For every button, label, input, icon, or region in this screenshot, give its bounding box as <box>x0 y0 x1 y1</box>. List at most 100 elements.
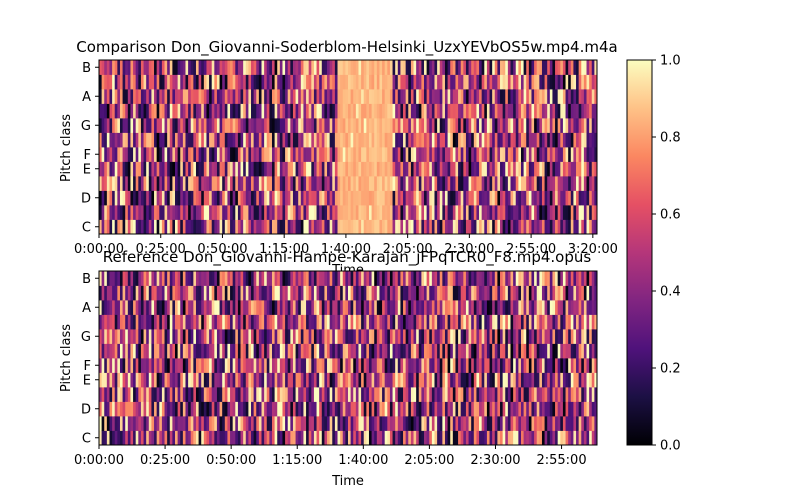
heatmap-cell <box>251 161 255 177</box>
heatmap-cell <box>573 358 577 373</box>
heatmap-cell <box>303 147 307 162</box>
heatmap-cell <box>319 416 323 431</box>
heatmap-cell <box>175 372 179 388</box>
heatmap-cell <box>140 358 144 373</box>
heatmap-cell <box>148 401 152 417</box>
heatmap-cell <box>442 219 446 235</box>
heatmap-cell <box>253 205 257 220</box>
heatmap-cell <box>450 329 454 344</box>
heatmap-cell <box>368 401 372 417</box>
heatmap-cell <box>560 161 564 177</box>
heatmap-cell <box>271 358 276 373</box>
heatmap-cell <box>127 329 131 344</box>
heatmap-cell <box>235 372 239 388</box>
heatmap-cell <box>180 103 184 119</box>
heatmap-cell <box>500 60 504 75</box>
heatmap-cell <box>465 372 469 388</box>
heatmap-cell <box>316 329 320 344</box>
heatmap-cell <box>345 430 349 446</box>
heatmap-cell <box>552 190 556 206</box>
heatmap-cell <box>99 147 103 162</box>
heatmap-cell <box>578 60 582 75</box>
heatmap-cell <box>583 358 587 373</box>
heatmap-cell <box>311 132 315 148</box>
heatmap-cell <box>424 372 428 388</box>
heatmap-cell <box>368 103 372 119</box>
heatmap-cell <box>353 271 357 286</box>
heatmap-cell <box>568 176 572 191</box>
heatmap-cell <box>452 343 456 359</box>
heatmap-cell <box>494 176 498 191</box>
heatmap-cell <box>127 132 131 148</box>
heatmap-cell <box>271 401 276 417</box>
heatmap-cell <box>371 358 375 373</box>
heatmap-cell <box>489 176 493 191</box>
heatmap-cell <box>292 430 296 446</box>
heatmap-cell <box>573 103 577 119</box>
heatmap-cell <box>156 416 160 431</box>
heatmap-cell <box>505 372 509 388</box>
heatmap-cell <box>368 343 372 359</box>
heatmap-cell <box>486 74 490 90</box>
heatmap-cell <box>135 147 139 162</box>
heatmap-cell <box>188 60 192 75</box>
heatmap-cell <box>565 430 569 446</box>
heatmap-cell <box>245 118 249 133</box>
heatmap-cell <box>489 161 493 177</box>
heatmap-cell <box>138 176 142 191</box>
heatmap-cell <box>209 147 213 162</box>
heatmap-cell <box>568 372 572 388</box>
heatmap-cell <box>447 314 451 330</box>
heatmap-cell <box>544 430 548 446</box>
heatmap-cell <box>547 372 551 388</box>
heatmap-cell <box>458 219 462 235</box>
heatmap-cell <box>285 103 289 119</box>
heatmap-cell <box>321 176 325 191</box>
heatmap-cell <box>418 271 422 286</box>
heatmap-cell <box>463 358 467 373</box>
heatmap-cell <box>195 118 199 133</box>
heatmap-cell <box>513 103 517 119</box>
heatmap-cell <box>266 300 270 315</box>
heatmap-cell <box>541 60 545 75</box>
heatmap-cell <box>581 74 585 90</box>
heatmap-cell <box>222 161 226 177</box>
heatmap-cell <box>578 132 582 148</box>
heatmap-cell <box>135 372 139 388</box>
heatmap-cell <box>552 219 556 235</box>
heatmap-cell <box>358 401 362 417</box>
heatmap-cell <box>502 416 506 431</box>
heatmap-cell <box>164 387 168 402</box>
heatmap-cell <box>421 176 425 191</box>
heatmap-cell <box>570 205 574 220</box>
heatmap-cell <box>484 416 488 431</box>
heatmap-cell <box>300 387 304 402</box>
heatmap-cell <box>248 329 252 344</box>
heatmap-cell <box>505 161 509 177</box>
heatmap-cell <box>180 416 184 431</box>
heatmap-cell <box>500 343 504 359</box>
heatmap-cell <box>206 103 210 119</box>
heatmap-cell <box>169 161 173 177</box>
heatmap-cell <box>479 147 483 162</box>
heatmap-cell <box>258 74 262 90</box>
heatmap-cell <box>327 219 331 235</box>
heatmap-cell <box>269 219 273 235</box>
heatmap-cell <box>99 314 103 330</box>
heatmap-cell <box>235 190 239 206</box>
heatmap-cell <box>510 205 514 220</box>
heatmap-cell <box>340 60 344 75</box>
heatmap-cell <box>371 271 375 286</box>
heatmap-cell <box>505 416 509 431</box>
heatmap-cell <box>290 147 294 162</box>
heatmap-cell <box>570 147 574 162</box>
heatmap-cell <box>216 132 220 148</box>
heatmap-cell <box>361 190 365 206</box>
heatmap-cell <box>216 219 220 235</box>
heatmap-cell <box>555 176 559 191</box>
heatmap-cell <box>494 372 498 388</box>
heatmap-cell <box>489 329 493 344</box>
heatmap-cell <box>507 387 511 402</box>
heatmap-cell <box>277 300 281 315</box>
heatmap-cell <box>458 343 462 359</box>
